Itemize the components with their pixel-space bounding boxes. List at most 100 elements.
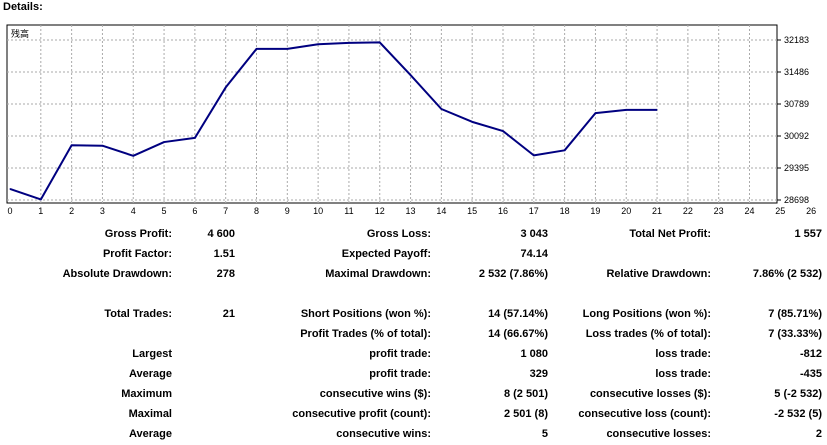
y-tick-label: 31486: [784, 67, 809, 77]
balance-chart: 0 1 2 3 4 5 6 7 8 9 10 11 12 13 14 15 16 17 18 19 20 21 22 23 24…: [0, 0, 827, 220]
data-point: [625, 109, 627, 111]
data-point: [317, 43, 319, 45]
y-tick-label: 30092: [784, 131, 809, 141]
x-tick-label: 24: [744, 206, 754, 216]
data-point: [194, 137, 196, 139]
report-label-l3: consecutive loss (count):: [578, 408, 711, 420]
report-label-l3: Relative Drawdown:: [606, 268, 711, 280]
report-label-l3: consecutive losses ($):: [589, 388, 711, 400]
report-label-l3: Long Positions (won %):: [582, 308, 711, 320]
report-value-v2: 1 080: [520, 348, 548, 360]
x-tick-label: 18: [560, 206, 570, 216]
report-value-v2: 2 501 (8): [503, 408, 548, 420]
report-value-v1: 278: [216, 268, 235, 280]
x-tick-label: 16: [498, 206, 508, 216]
report-value-v3: -812: [799, 348, 822, 360]
data-point: [656, 109, 658, 111]
x-tick-label: 22: [683, 206, 693, 216]
data-point: [533, 154, 535, 156]
x-tick-label: 5: [162, 206, 167, 216]
report-label-l2: Expected Payoff:: [341, 248, 431, 260]
data-point: [163, 141, 165, 143]
x-tick-label: 8: [254, 206, 259, 216]
x-tick-label: 20: [621, 206, 631, 216]
report-label-l3: loss trade:: [655, 348, 711, 360]
y-tick-label: 29395: [784, 163, 809, 173]
report-label-l1: Average: [128, 368, 172, 380]
report-value-v3: 7 (85.71%): [768, 308, 822, 320]
chart-title: 残高: [11, 28, 29, 39]
report-label-l2: Short Positions (won %):: [300, 308, 431, 320]
data-point: [71, 144, 73, 146]
report-label-l1: Maximal: [128, 408, 172, 420]
x-tick-label: 1: [38, 206, 43, 216]
x-tick-label: 25: [775, 206, 785, 216]
x-tick-label: 14: [436, 206, 446, 216]
data-point: [225, 86, 227, 88]
x-tick-label: 10: [313, 206, 323, 216]
data-point: [40, 198, 42, 200]
x-tick-label: 15: [467, 206, 477, 216]
data-point: [348, 42, 350, 44]
report-label-l1: Gross Profit:: [104, 228, 172, 240]
y-tick-label: 30789: [784, 99, 809, 109]
report-label-l2: Maximal Drawdown:: [325, 268, 431, 280]
report-label-l2: Profit Trades (% of total):: [300, 328, 431, 340]
details-heading: Details:: [3, 1, 43, 13]
report-value-v3: -2 532 (5): [774, 408, 822, 420]
report-value-v3: 7 (33.33%): [768, 328, 822, 340]
x-tick-label: 26: [806, 206, 816, 216]
x-tick-label: 21: [652, 206, 662, 216]
report-value-v2: 329: [529, 368, 548, 380]
x-tick-label: 4: [131, 206, 136, 216]
report-value-v3: 1 557: [794, 228, 822, 240]
x-tick-label: 7: [223, 206, 228, 216]
report-value-v2: 5: [541, 428, 548, 440]
report-label-l1: Maximum: [121, 388, 172, 400]
report-value-v2: 14 (66.67%): [488, 328, 548, 340]
data-point: [594, 112, 596, 114]
report-value-v3: 5 (-2 532): [774, 388, 822, 400]
report-label-l3: loss trade:: [655, 368, 711, 380]
data-point: [286, 48, 288, 50]
report-label-l3: consecutive losses:: [606, 428, 711, 440]
report-label-l2: consecutive wins:: [336, 428, 431, 440]
y-tick-label: 32183: [784, 35, 809, 45]
report-value-v3: 2: [815, 428, 822, 440]
data-point: [256, 48, 257, 50]
report-label-l2: Gross Loss:: [366, 228, 431, 240]
data-point: [410, 74, 412, 76]
report-label-l1: Absolute Drawdown:: [62, 268, 172, 280]
x-tick-label: 19: [590, 206, 600, 216]
x-tick-label: 13: [406, 206, 416, 216]
x-tick-label: 3: [100, 206, 105, 216]
x-tick-label: 12: [375, 206, 385, 216]
report-value-v3: -435: [799, 368, 822, 380]
x-tick-label: 17: [529, 206, 539, 216]
report-label-l1: Largest: [132, 348, 172, 360]
data-point: [9, 188, 11, 190]
data-point: [564, 149, 566, 151]
report-label-l2: profit trade:: [369, 368, 431, 380]
report-label-l2: profit trade:: [369, 348, 431, 360]
report-label-l3: Loss trades (% of total):: [585, 328, 711, 340]
report-value-v1: 21: [222, 308, 235, 320]
x-tick-label: 9: [285, 206, 290, 216]
data-point: [502, 130, 504, 132]
report-label-l2: consecutive wins ($):: [319, 388, 431, 400]
data-point: [101, 145, 103, 147]
report-label-l3: Total Net Profit:: [629, 228, 711, 240]
report-value-v1: 1.51: [213, 248, 235, 260]
x-tick-label: 2: [69, 206, 74, 216]
report-label-l1: Profit Factor:: [102, 248, 172, 260]
x-tick-label: 11: [344, 206, 353, 216]
report-value-v2: 14 (57.14%): [488, 308, 548, 320]
y-tick-label: 28698: [784, 195, 809, 205]
report-value-v3: 7.86% (2 532): [752, 268, 822, 280]
data-point: [471, 121, 473, 123]
report-label-l1: Total Trades:: [104, 308, 172, 320]
x-tick-label: 6: [192, 206, 197, 216]
x-tick-label: 23: [714, 206, 724, 216]
report-value-v2: 3 043: [520, 228, 548, 240]
report-value-v1: 4 600: [207, 228, 235, 240]
